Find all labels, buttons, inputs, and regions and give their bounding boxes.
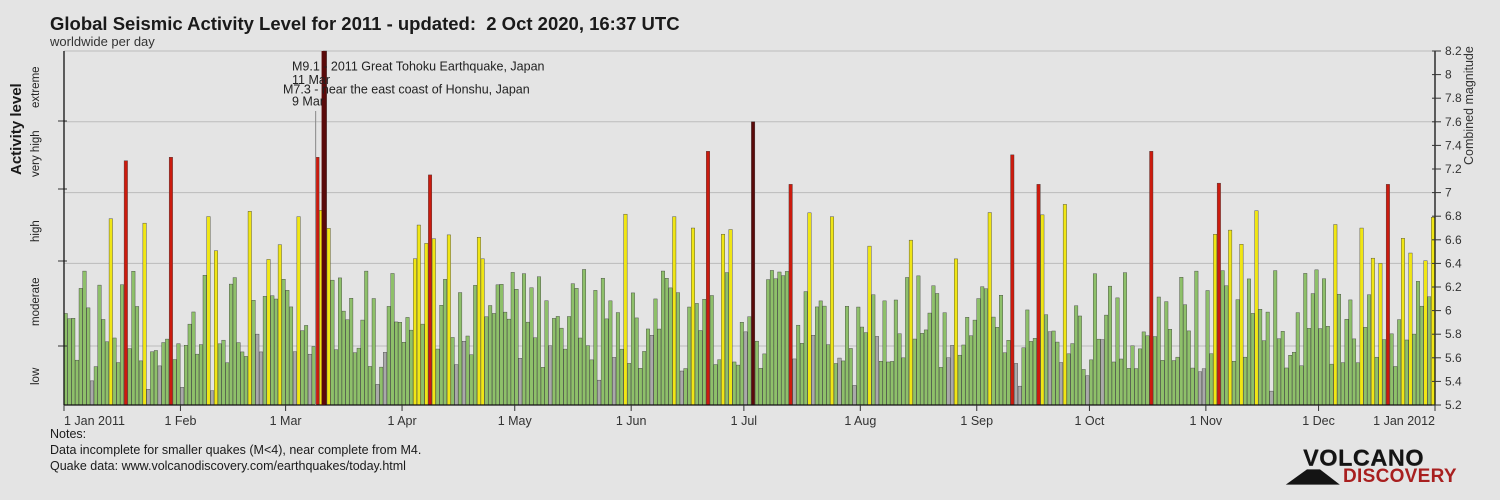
svg-text:7.8: 7.8 — [1445, 91, 1462, 105]
svg-text:6.8: 6.8 — [1445, 209, 1462, 223]
svg-text:5.6: 5.6 — [1445, 351, 1462, 365]
svg-text:1 Apr: 1 Apr — [387, 414, 416, 428]
svg-text:6.4: 6.4 — [1445, 256, 1462, 270]
svg-text:5.4: 5.4 — [1445, 374, 1462, 388]
svg-text:1 Jun: 1 Jun — [616, 414, 647, 428]
svg-text:6.6: 6.6 — [1445, 233, 1462, 247]
svg-text:6.2: 6.2 — [1445, 280, 1462, 294]
svg-text:1 Jan 2012: 1 Jan 2012 — [1373, 414, 1435, 428]
svg-text:5.8: 5.8 — [1445, 327, 1462, 341]
svg-text:1 Jul: 1 Jul — [731, 414, 757, 428]
svg-text:1 Mar: 1 Mar — [270, 414, 302, 428]
svg-text:1 Sep: 1 Sep — [960, 414, 993, 428]
svg-text:7.2: 7.2 — [1445, 162, 1462, 176]
svg-text:1 Jan 2011: 1 Jan 2011 — [64, 414, 125, 428]
svg-text:1 Oct: 1 Oct — [1074, 414, 1104, 428]
svg-text:7: 7 — [1445, 186, 1452, 200]
svg-text:DISCOVERY: DISCOVERY — [1343, 466, 1457, 487]
svg-text:9 Mar: 9 Mar — [292, 95, 324, 109]
svg-text:7.4: 7.4 — [1445, 138, 1462, 152]
svg-text:7.6: 7.6 — [1445, 115, 1462, 129]
svg-text:8: 8 — [1445, 68, 1452, 82]
svg-text:M9.1 - 2011 Great Tohoku Earth: M9.1 - 2011 Great Tohoku Earthquake, Jap… — [292, 60, 545, 74]
svg-text:1 Dec: 1 Dec — [1302, 414, 1335, 428]
svg-text:1 Nov: 1 Nov — [1190, 414, 1223, 428]
svg-text:8.2: 8.2 — [1445, 44, 1462, 58]
svg-text:6: 6 — [1445, 304, 1452, 318]
svg-text:1 Aug: 1 Aug — [844, 414, 876, 428]
svg-text:5.2: 5.2 — [1445, 398, 1462, 412]
svg-text:1 May: 1 May — [498, 414, 533, 428]
svg-text:1 Feb: 1 Feb — [164, 414, 196, 428]
